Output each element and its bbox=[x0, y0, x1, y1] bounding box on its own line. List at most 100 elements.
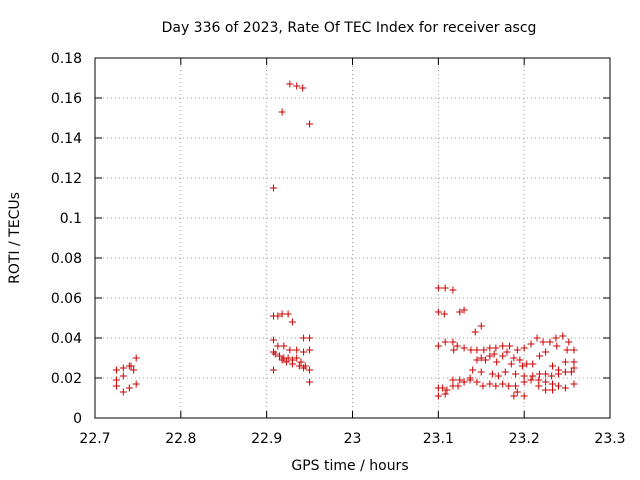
data-point bbox=[460, 378, 468, 386]
data-point bbox=[546, 338, 554, 346]
data-point bbox=[535, 376, 543, 384]
data-point bbox=[477, 322, 485, 330]
data-point bbox=[286, 346, 294, 354]
data-point bbox=[563, 346, 571, 354]
data-point bbox=[441, 284, 449, 292]
data-point bbox=[288, 318, 296, 326]
plot-frame bbox=[94, 57, 611, 419]
data-point bbox=[276, 352, 284, 360]
data-point bbox=[520, 392, 528, 400]
data-point bbox=[434, 308, 442, 316]
data-point bbox=[473, 378, 481, 386]
data-point bbox=[297, 358, 305, 366]
data-point bbox=[473, 356, 481, 364]
data-point bbox=[300, 348, 308, 356]
data-point bbox=[492, 382, 500, 390]
data-point bbox=[440, 310, 448, 318]
data-point bbox=[520, 344, 528, 352]
data-point bbox=[441, 338, 449, 346]
data-point bbox=[443, 386, 451, 394]
data-point bbox=[536, 370, 544, 378]
data-point bbox=[271, 350, 279, 358]
data-point bbox=[507, 360, 515, 368]
data-point bbox=[473, 346, 481, 354]
data-point bbox=[542, 370, 550, 378]
data-point bbox=[299, 84, 307, 92]
data-point bbox=[523, 360, 531, 368]
data-point bbox=[520, 378, 528, 386]
data-point bbox=[513, 346, 521, 354]
data-point bbox=[477, 354, 485, 362]
data-point bbox=[306, 334, 314, 342]
data-point bbox=[449, 376, 457, 384]
data-point bbox=[542, 386, 550, 394]
data-point bbox=[542, 378, 550, 386]
data-point bbox=[570, 380, 578, 388]
data-point bbox=[112, 366, 120, 374]
data-point bbox=[561, 384, 569, 392]
data-point bbox=[112, 376, 120, 384]
data-point bbox=[132, 354, 140, 362]
data-point bbox=[441, 390, 449, 398]
data-point bbox=[456, 376, 464, 384]
data-point bbox=[555, 370, 562, 378]
data-point bbox=[548, 372, 556, 380]
data-point bbox=[306, 120, 314, 128]
y-tick-label: 0.16 bbox=[51, 91, 82, 107]
y-tick-label: 0.14 bbox=[51, 131, 82, 147]
data-point bbox=[278, 310, 286, 318]
data-point bbox=[527, 340, 535, 348]
data-point bbox=[548, 386, 556, 394]
data-point bbox=[512, 382, 520, 390]
y-axis-tick-labels: 0 0.02 0.04 0.06 0.08 0.1 0.12 0.14 0.16 0.18 bbox=[51, 51, 82, 427]
y-tick-label: 0.18 bbox=[51, 51, 82, 67]
data-point bbox=[499, 352, 507, 360]
data-points bbox=[112, 80, 578, 400]
data-point bbox=[306, 346, 314, 354]
data-point bbox=[293, 354, 301, 362]
grid-lines bbox=[95, 58, 610, 418]
y-tick-label: 0.12 bbox=[51, 171, 82, 187]
data-point bbox=[516, 356, 524, 364]
data-point bbox=[555, 382, 562, 390]
data-point bbox=[450, 346, 458, 354]
data-point bbox=[132, 380, 140, 388]
y-tick-label: 0 bbox=[73, 411, 82, 427]
data-point bbox=[518, 362, 526, 370]
data-point bbox=[535, 382, 543, 390]
x-tick-label: 22.7 bbox=[79, 431, 110, 447]
data-point bbox=[454, 382, 462, 390]
data-point bbox=[434, 342, 442, 350]
data-point bbox=[506, 342, 514, 350]
data-point bbox=[270, 366, 278, 374]
x-tick-label: 22.8 bbox=[165, 431, 196, 447]
data-point bbox=[284, 310, 292, 318]
y-axis-label: ROTI / TECUs bbox=[7, 192, 23, 284]
data-point bbox=[505, 382, 513, 390]
data-point bbox=[439, 384, 447, 392]
data-point bbox=[570, 346, 578, 354]
data-point bbox=[486, 380, 494, 388]
data-point bbox=[288, 360, 296, 368]
data-point bbox=[479, 382, 487, 390]
data-point bbox=[488, 370, 496, 378]
data-point bbox=[434, 392, 442, 400]
y-tick-label: 0.06 bbox=[51, 291, 82, 307]
data-point bbox=[548, 362, 556, 370]
data-point bbox=[449, 338, 457, 346]
data-point bbox=[449, 286, 457, 294]
data-point bbox=[570, 364, 578, 372]
data-point bbox=[270, 184, 278, 192]
x-tick-label: 23 bbox=[344, 431, 362, 447]
y-tick-label: 0.02 bbox=[51, 371, 82, 387]
data-point bbox=[490, 350, 498, 358]
data-point bbox=[529, 372, 537, 380]
data-point bbox=[480, 346, 488, 354]
data-point bbox=[559, 332, 567, 340]
data-point bbox=[286, 80, 294, 88]
data-point bbox=[494, 372, 502, 380]
data-point bbox=[274, 312, 282, 320]
y-tick-label: 0.04 bbox=[51, 331, 82, 347]
data-point bbox=[119, 388, 127, 396]
